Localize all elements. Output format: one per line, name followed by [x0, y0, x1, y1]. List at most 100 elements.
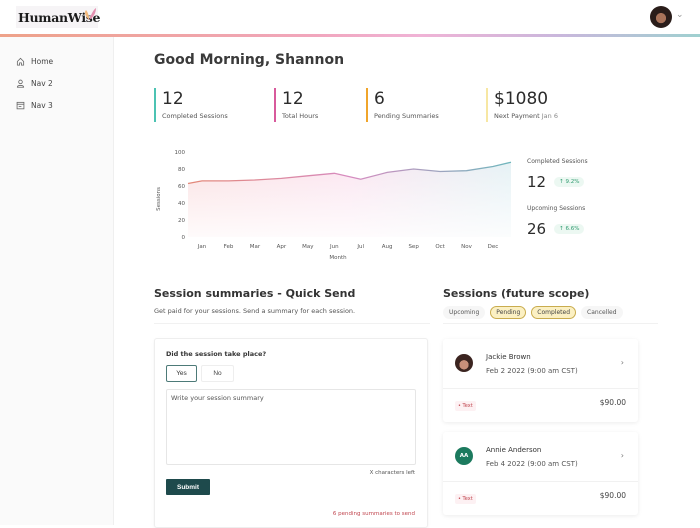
stat-label: Total Hours	[282, 112, 319, 120]
stat-accent-bar	[154, 88, 156, 122]
x-axis-ticks: Jan Feb Mar Apr May Jun Jul Aug Sep Oct Nov Dec	[197, 244, 499, 250]
top-header: HumanWise ⌄	[0, 0, 700, 37]
chevron-down-icon[interactable]: ⌄	[676, 10, 684, 20]
svg-text:Dec: Dec	[488, 244, 499, 250]
y-axis-label: Sessions	[156, 187, 162, 211]
filter-chip-upcoming[interactable]: Upcoming	[443, 306, 486, 319]
tag-label: Text	[462, 403, 473, 409]
stat-label-text: Next Payment	[494, 112, 540, 120]
svg-text:60: 60	[178, 184, 185, 190]
stat-accent-bar	[274, 88, 276, 122]
page-title: Good Morning, Shannon	[154, 52, 345, 68]
arrow-up-icon: ↑	[559, 179, 564, 185]
svg-text:Jan: Jan	[197, 244, 207, 250]
chevron-right-icon[interactable]: ›	[620, 358, 624, 367]
chevron-right-icon[interactable]: ›	[620, 451, 624, 460]
quick-send-card: Did the session take place? Yes No X cha…	[154, 338, 428, 528]
filter-chip-cancelled[interactable]: Cancelled	[581, 306, 623, 319]
stat-label: Next Payment Jan 6	[494, 112, 558, 120]
sidebar-item-home[interactable]: Home	[16, 57, 53, 66]
stat-accent-bar	[486, 88, 488, 122]
session-price: $90.00	[599, 491, 626, 500]
y-axis-ticks: 0 20 40 60 80 100	[175, 150, 186, 241]
stat-value: 6	[374, 89, 385, 109]
stat-next-payment: $1080 Next Payment Jan 6	[486, 88, 558, 122]
x-axis-label: Month	[329, 255, 347, 261]
quick-send-title: Session summaries - Quick Send	[154, 287, 356, 300]
session-card[interactable]: AA Annie Anderson Feb 4 2022 (9:00 am CS…	[443, 432, 638, 515]
svg-text:40: 40	[178, 201, 185, 207]
quick-send-subtitle: Get paid for your sessions. Send a summa…	[154, 307, 356, 315]
sidebar-item-nav3[interactable]: Nav 3	[16, 101, 53, 110]
filter-chip-pending[interactable]: Pending	[490, 306, 527, 319]
svg-text:Nov: Nov	[461, 244, 472, 250]
arrow-up-icon: ↑	[559, 226, 564, 232]
filter-chip-completed[interactable]: Completed	[531, 306, 577, 319]
session-card[interactable]: Jackie Brown Feb 2 2022 (9:00 am CST) › …	[443, 339, 638, 422]
upcoming-change-badge: ↑ 6.6%	[554, 224, 585, 234]
client-name: Jackie Brown	[486, 353, 531, 361]
svg-text:Aug: Aug	[382, 244, 393, 250]
stat-value: 12	[282, 89, 304, 109]
upcoming-change-value: 6.6%	[565, 226, 580, 232]
upcoming-sessions-value: 26	[527, 220, 547, 238]
session-summary-stats: Completed Sessions 12 ↑ 9.2% Upcoming Se…	[527, 158, 588, 238]
svg-text:May: May	[302, 244, 314, 250]
stat-completed-sessions: 12 Completed Sessions	[154, 88, 228, 122]
pending-summaries-note: 6 pending summaries to send	[332, 511, 415, 517]
stat-accent-bar	[366, 88, 368, 122]
session-question-label: Did the session take place?	[166, 350, 267, 358]
sidebar-item-nav2[interactable]: Nav 2	[16, 79, 53, 88]
logo-text: HumanWise	[18, 9, 101, 25]
calendar-icon	[16, 101, 25, 110]
header-gradient-divider	[0, 34, 700, 37]
svg-text:0: 0	[182, 235, 186, 241]
sidebar-item-label: Home	[31, 57, 54, 66]
yes-button[interactable]: Yes	[166, 365, 197, 382]
chart-line	[187, 161, 512, 185]
characters-left-counter: X characters left	[369, 470, 415, 476]
stat-label: Completed Sessions	[162, 112, 228, 120]
svg-text:80: 80	[178, 167, 185, 173]
stat-total-hours: 12 Total Hours	[274, 88, 318, 122]
tag-label: Text	[462, 496, 473, 502]
completed-change-value: 9.2%	[565, 179, 580, 185]
session-summary-textarea[interactable]	[166, 389, 416, 465]
svg-text:Sep: Sep	[408, 244, 419, 250]
stat-value: 12	[162, 89, 184, 109]
home-icon	[16, 57, 25, 66]
svg-text:20: 20	[178, 218, 185, 224]
submit-button[interactable]: Submit	[166, 479, 210, 495]
butterfly-logo-icon	[85, 8, 96, 20]
svg-text:Mar: Mar	[250, 244, 261, 250]
session-date: Feb 2 2022 (9:00 am CST)	[486, 367, 578, 375]
sidebar: Home Nav 2 Nav 3	[0, 37, 114, 525]
stat-value: $1080	[494, 89, 549, 109]
session-filter-chips: Upcoming Pending Completed Cancelled	[443, 306, 623, 319]
client-avatar	[455, 354, 473, 372]
sessions-area-chart: 0 20 40 60 80 100 Jan Feb Mar Apr May Jun Jul Aug Sep…	[156, 150, 512, 261]
completed-sessions-value: 12	[527, 173, 547, 191]
user-avatar[interactable]	[650, 6, 672, 28]
svg-text:Jul: Jul	[356, 244, 364, 250]
chart-area-fade	[188, 162, 511, 237]
session-type-tag: • Text	[455, 494, 476, 504]
completed-sessions-label: Completed Sessions	[527, 158, 588, 165]
session-card-header: AA Annie Anderson Feb 4 2022 (9:00 am CS…	[443, 432, 638, 482]
user-icon	[16, 79, 25, 88]
session-date: Feb 4 2022 (9:00 am CST)	[486, 460, 578, 468]
no-button[interactable]: No	[201, 365, 234, 382]
session-card-header: Jackie Brown Feb 2 2022 (9:00 am CST) ›	[443, 339, 638, 389]
completed-change-badge: ↑ 9.2%	[554, 177, 585, 187]
logo[interactable]: HumanWise	[16, 6, 101, 28]
upcoming-sessions-label: Upcoming Sessions	[527, 205, 586, 212]
svg-text:Jun: Jun	[329, 244, 339, 250]
stat-label: Pending Summaries	[374, 112, 439, 120]
session-price: $90.00	[599, 398, 626, 407]
svg-text:100: 100	[175, 150, 186, 156]
client-name: Annie Anderson	[486, 446, 542, 454]
session-type-tag: • Text	[455, 401, 476, 411]
svg-text:Oct: Oct	[435, 244, 445, 250]
divider	[154, 323, 430, 324]
svg-text:Feb: Feb	[224, 244, 234, 250]
